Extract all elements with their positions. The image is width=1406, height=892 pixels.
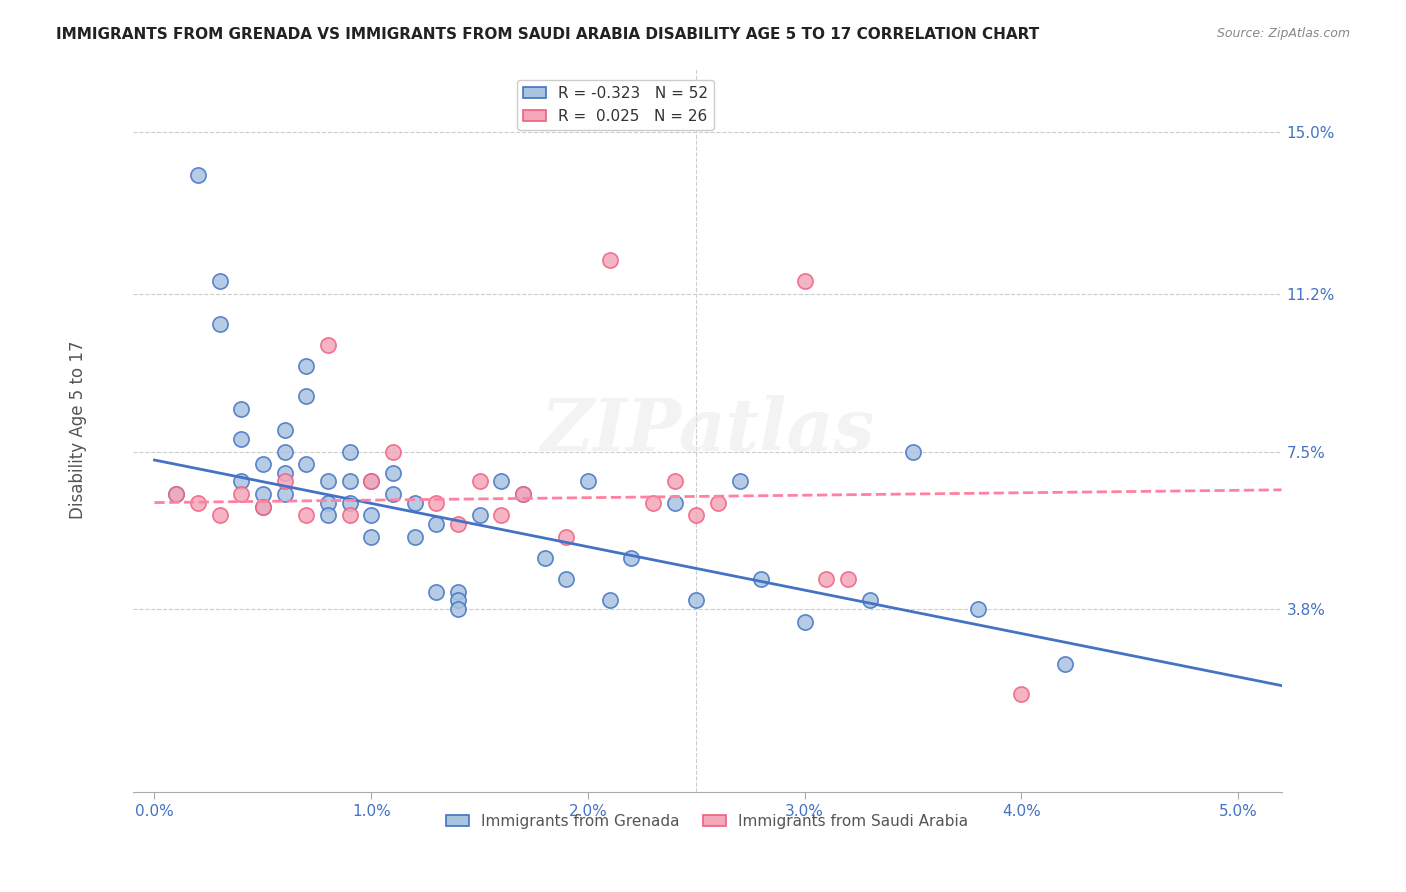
Point [793, 615, 815, 629]
Point [576, 475, 599, 489]
Point [339, 495, 361, 509]
Point [165, 487, 187, 501]
Point [231, 487, 253, 501]
Point [512, 487, 534, 501]
Point [707, 495, 730, 509]
Point [165, 487, 187, 501]
Point [339, 508, 361, 523]
Point [231, 432, 253, 446]
Point [793, 274, 815, 288]
Point [381, 466, 404, 480]
Point [381, 487, 404, 501]
Point [728, 475, 751, 489]
Point [967, 602, 990, 616]
Point [295, 508, 318, 523]
Point [316, 508, 339, 523]
Point [664, 495, 686, 509]
Point [447, 602, 470, 616]
Point [599, 593, 621, 607]
Point [252, 487, 274, 501]
Point [404, 530, 426, 544]
Point [316, 495, 339, 509]
Point [512, 487, 534, 501]
Point [555, 572, 578, 586]
Point [620, 550, 643, 565]
Point [339, 444, 361, 458]
Point [1010, 687, 1032, 701]
Point [555, 530, 578, 544]
Point [187, 168, 209, 182]
Point [360, 508, 382, 523]
Point [273, 487, 295, 501]
Point [360, 475, 382, 489]
Point [252, 500, 274, 514]
Point [425, 585, 447, 599]
Point [447, 516, 470, 531]
Point [295, 359, 318, 374]
Point [273, 475, 295, 489]
Point [252, 500, 274, 514]
Point [404, 495, 426, 509]
Point [425, 516, 447, 531]
Legend: Immigrants from Grenada, Immigrants from Saudi Arabia: Immigrants from Grenada, Immigrants from… [440, 808, 974, 835]
Point [491, 508, 513, 523]
Point [447, 585, 470, 599]
Y-axis label: Disability Age 5 to 17: Disability Age 5 to 17 [69, 341, 87, 519]
Point [685, 508, 707, 523]
Point [901, 444, 924, 458]
Point [273, 466, 295, 480]
Point [187, 495, 209, 509]
Point [664, 475, 686, 489]
Point [208, 274, 231, 288]
Point [273, 444, 295, 458]
Text: IMMIGRANTS FROM GRENADA VS IMMIGRANTS FROM SAUDI ARABIA DISABILITY AGE 5 TO 17 C: IMMIGRANTS FROM GRENADA VS IMMIGRANTS FR… [56, 27, 1039, 42]
Point [837, 572, 859, 586]
Point [208, 317, 231, 331]
Point [316, 338, 339, 352]
Point [447, 593, 470, 607]
Point [685, 593, 707, 607]
Text: ZIPatlas: ZIPatlas [540, 395, 875, 466]
Point [751, 572, 773, 586]
Point [468, 508, 491, 523]
Point [491, 475, 513, 489]
Point [273, 423, 295, 437]
Point [599, 253, 621, 268]
Point [360, 530, 382, 544]
Point [252, 457, 274, 471]
Point [360, 475, 382, 489]
Point [859, 593, 882, 607]
Point [381, 444, 404, 458]
Point [641, 495, 664, 509]
Point [425, 495, 447, 509]
Text: Source: ZipAtlas.com: Source: ZipAtlas.com [1216, 27, 1350, 40]
Point [231, 475, 253, 489]
Point [208, 508, 231, 523]
Point [339, 475, 361, 489]
Point [815, 572, 838, 586]
Point [468, 475, 491, 489]
Point [533, 550, 555, 565]
Point [1053, 657, 1076, 672]
Point [231, 401, 253, 416]
Point [316, 475, 339, 489]
Point [295, 389, 318, 403]
Point [295, 457, 318, 471]
